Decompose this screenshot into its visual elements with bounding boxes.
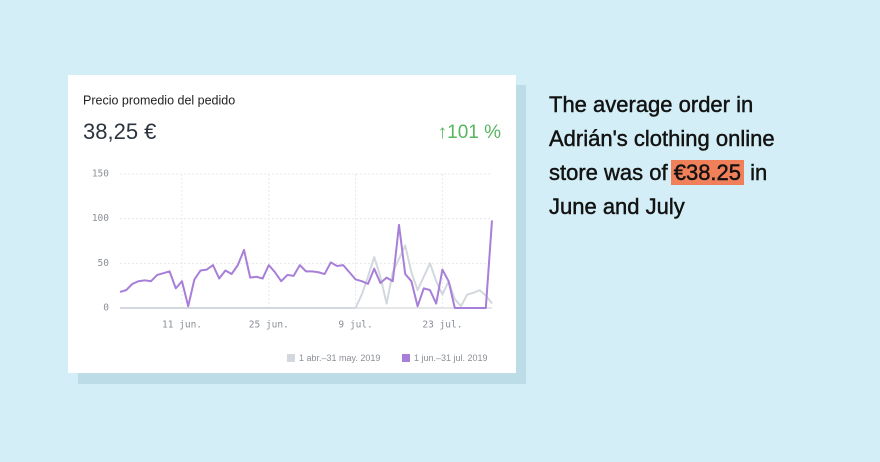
caption-text: store was of — [549, 160, 674, 185]
caption-line: Adrián's clothing online — [549, 126, 775, 151]
caption-line: June and July — [549, 194, 685, 219]
caption-highlight: €38.25 — [670, 160, 745, 185]
card-value: 38,25 € — [83, 119, 156, 144]
x-tick-label: 11 jun. — [162, 320, 202, 331]
card-change: ↑101 % — [438, 122, 501, 143]
legend-swatch — [287, 354, 295, 362]
legend-label: 1 jun.–31 jul. 2019 — [414, 353, 488, 363]
card-title: Precio promedio del pedido — [83, 93, 235, 107]
caption-line: The average order in — [549, 92, 754, 117]
y-tick-label: 150 — [92, 169, 109, 180]
series-line — [120, 244, 493, 309]
y-tick-label: 100 — [92, 213, 109, 224]
caption-text: in — [744, 160, 768, 185]
x-tick-label: 25 jun. — [249, 320, 289, 331]
caption: The average order in Adrián's clothing o… — [549, 88, 775, 224]
x-tick-label: 23 jul. — [422, 320, 462, 331]
caption-line: store was of €38.25 in — [549, 156, 775, 190]
series-line — [119, 220, 493, 309]
legend-label: 1 abr.–31 may. 2019 — [299, 353, 380, 363]
y-tick-label: 0 — [103, 303, 109, 314]
legend-swatch — [402, 354, 410, 362]
y-tick-label: 50 — [98, 258, 110, 269]
x-tick-label: 9 jul. — [338, 320, 372, 331]
card — [68, 75, 516, 373]
